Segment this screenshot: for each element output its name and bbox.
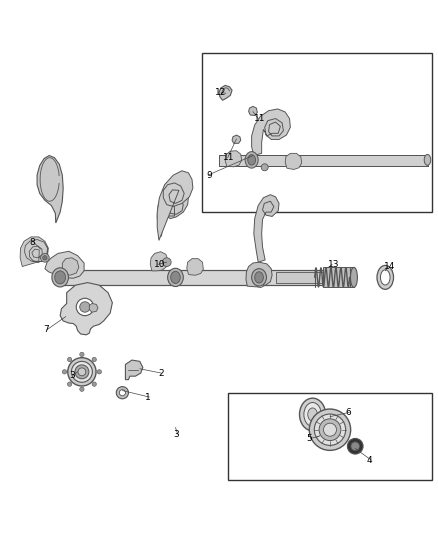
Polygon shape [89, 303, 98, 312]
Ellipse shape [75, 365, 89, 379]
Polygon shape [20, 237, 48, 266]
Ellipse shape [381, 270, 390, 285]
Ellipse shape [71, 361, 92, 382]
Circle shape [41, 254, 49, 262]
Circle shape [80, 352, 84, 357]
Ellipse shape [254, 272, 263, 283]
Polygon shape [228, 393, 432, 480]
Text: 3: 3 [173, 430, 179, 439]
Ellipse shape [323, 423, 336, 436]
Text: 11: 11 [254, 114, 265, 123]
Polygon shape [150, 252, 168, 271]
Polygon shape [62, 258, 79, 276]
Ellipse shape [252, 269, 266, 286]
Polygon shape [252, 109, 290, 156]
Ellipse shape [308, 408, 318, 421]
Text: 2: 2 [158, 369, 164, 377]
Circle shape [76, 298, 94, 316]
Circle shape [92, 357, 96, 362]
Polygon shape [249, 107, 257, 116]
Polygon shape [323, 268, 354, 287]
Ellipse shape [377, 265, 393, 289]
Text: 6: 6 [345, 408, 351, 417]
Text: 9: 9 [206, 171, 212, 180]
Polygon shape [201, 53, 432, 212]
Ellipse shape [68, 358, 96, 386]
Ellipse shape [168, 268, 184, 287]
Ellipse shape [171, 271, 180, 284]
Ellipse shape [300, 398, 325, 431]
Ellipse shape [314, 414, 346, 446]
Ellipse shape [347, 439, 363, 454]
Ellipse shape [351, 442, 360, 450]
Circle shape [80, 387, 84, 391]
Text: 5: 5 [306, 434, 312, 443]
Text: 10: 10 [154, 260, 165, 269]
Text: 8: 8 [30, 238, 35, 247]
Ellipse shape [309, 409, 351, 450]
Polygon shape [125, 360, 143, 379]
Polygon shape [225, 151, 242, 167]
Polygon shape [276, 272, 354, 283]
Polygon shape [37, 156, 63, 223]
Circle shape [257, 280, 264, 287]
Ellipse shape [55, 271, 66, 284]
Polygon shape [157, 184, 188, 236]
Polygon shape [246, 262, 272, 287]
Circle shape [80, 302, 90, 312]
Ellipse shape [53, 270, 63, 285]
Ellipse shape [248, 155, 255, 165]
Polygon shape [60, 282, 113, 335]
Ellipse shape [304, 402, 321, 426]
Circle shape [67, 357, 72, 362]
Circle shape [116, 386, 128, 399]
Ellipse shape [424, 155, 431, 165]
Circle shape [43, 256, 47, 260]
Polygon shape [285, 154, 302, 169]
Polygon shape [232, 135, 241, 143]
Ellipse shape [78, 368, 86, 376]
Polygon shape [219, 85, 232, 100]
Polygon shape [219, 155, 428, 166]
Polygon shape [254, 195, 279, 262]
Text: 3: 3 [69, 371, 74, 380]
Text: 11: 11 [223, 153, 235, 162]
Ellipse shape [52, 268, 68, 287]
Ellipse shape [245, 151, 258, 168]
Circle shape [119, 390, 125, 396]
Text: 7: 7 [43, 325, 49, 334]
Polygon shape [157, 171, 193, 240]
Polygon shape [58, 270, 354, 285]
Ellipse shape [319, 419, 341, 441]
Polygon shape [45, 251, 84, 278]
Text: 1: 1 [145, 393, 151, 401]
Circle shape [67, 382, 72, 386]
Circle shape [62, 370, 67, 374]
Circle shape [97, 370, 102, 374]
Circle shape [261, 164, 268, 171]
Polygon shape [187, 259, 203, 275]
Text: 14: 14 [385, 262, 396, 271]
Text: 4: 4 [367, 456, 373, 465]
Text: 13: 13 [328, 260, 339, 269]
Circle shape [162, 258, 171, 266]
Circle shape [92, 382, 96, 386]
Text: 12: 12 [215, 88, 226, 97]
Ellipse shape [350, 268, 357, 287]
